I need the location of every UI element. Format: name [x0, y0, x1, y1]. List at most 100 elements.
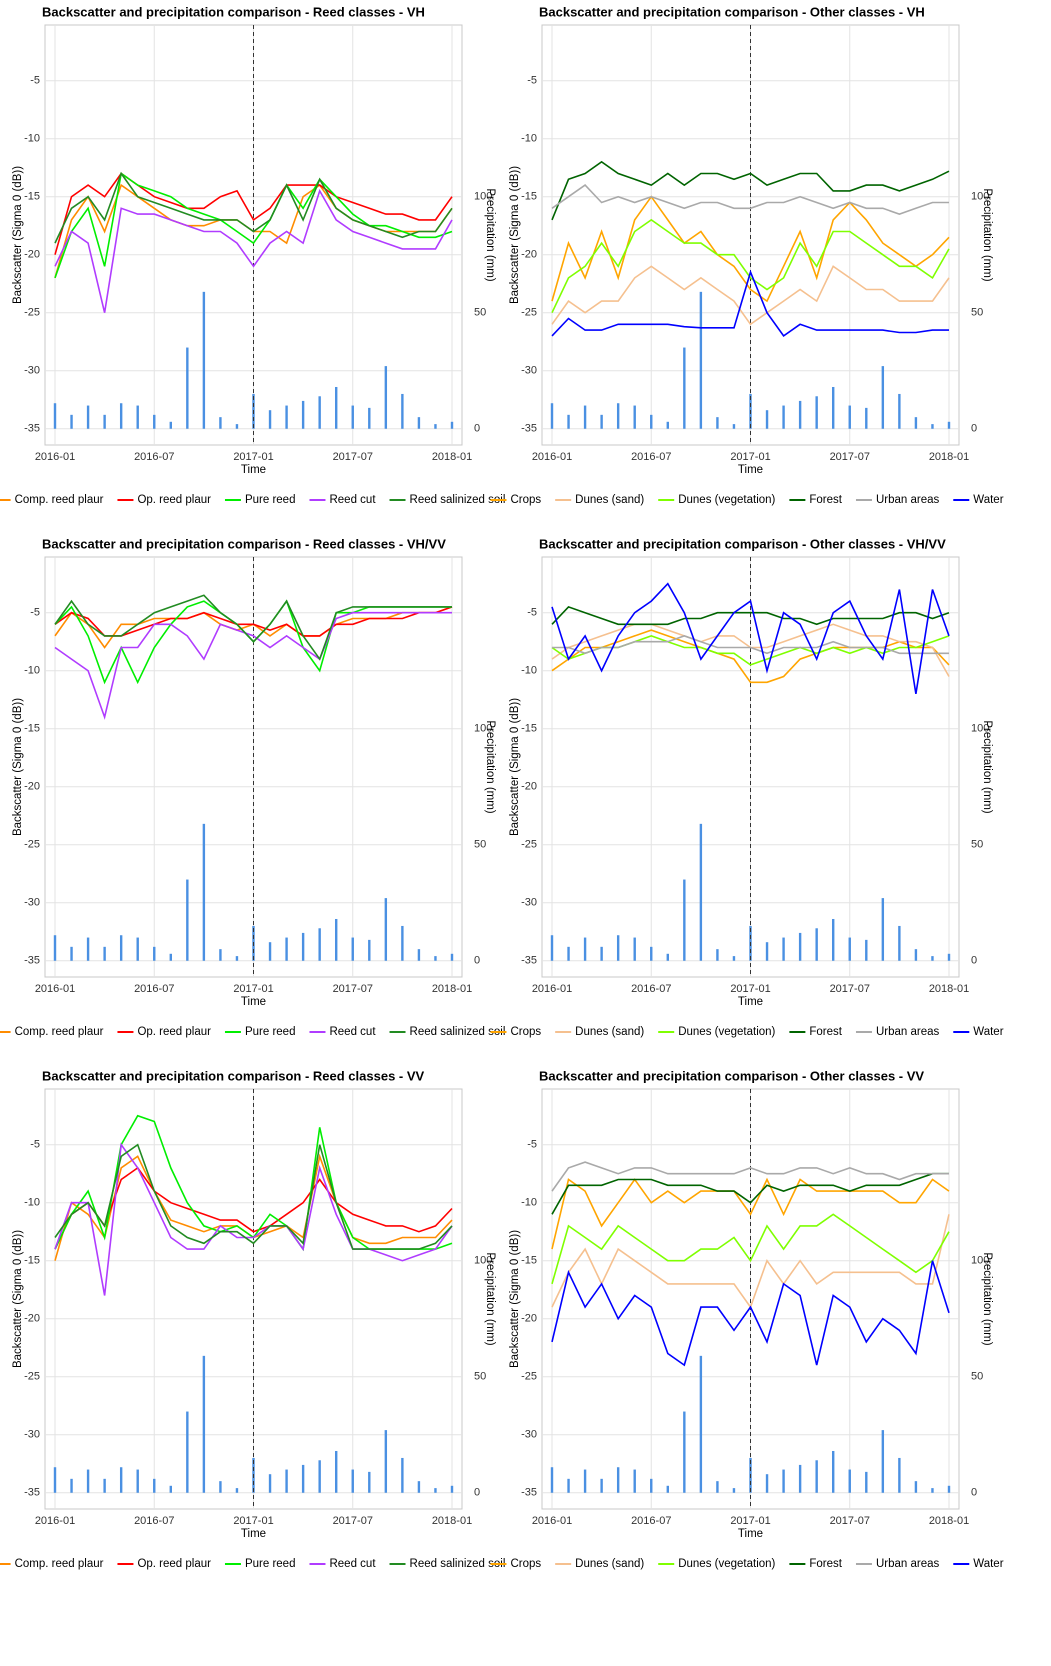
y2-axis-title: Precipitation (mm)	[484, 720, 496, 813]
precipitation-bar	[583, 1469, 587, 1493]
chart-title: Backscatter and precipitation comparison…	[539, 536, 946, 551]
precipitation-bar	[136, 937, 139, 961]
precipitation-bar	[782, 1469, 785, 1493]
precipitation-bar	[898, 1457, 901, 1493]
y-tick-label: -15	[24, 1255, 40, 1267]
legend-label: Urban areas	[876, 494, 940, 506]
y-axis-title: Backscatter (Sigma 0 (dB))	[509, 698, 521, 836]
x-tick-label: 2017-01	[233, 983, 273, 995]
legend-label: Pure reed	[245, 1558, 296, 1570]
precipitation-bar	[732, 956, 736, 961]
precipitation-bar	[798, 400, 802, 429]
legend-label: Water	[973, 1026, 1003, 1038]
precipitation-bar	[450, 1485, 454, 1493]
precipitation-bar	[268, 410, 272, 429]
x-tick-label: 2017-07	[830, 1515, 870, 1527]
x-tick-label: 2016-07	[631, 451, 671, 463]
precipitation-bar	[567, 414, 570, 429]
precipitation-bar	[815, 396, 818, 429]
data-line	[551, 582, 950, 695]
x-tick-label: 2016-01	[532, 1515, 572, 1527]
precipitation-bar	[666, 421, 669, 429]
precipitation-bar	[417, 417, 421, 429]
y-tick-label: -5	[527, 75, 537, 87]
data-line	[551, 605, 950, 626]
precipitation-bar	[832, 386, 835, 429]
legend: Comp. reed plaur Op. reed plaur Pure reed R…	[0, 494, 505, 506]
precipitation-bar	[567, 1478, 570, 1493]
legend-label: Op. reed plaur	[137, 494, 211, 506]
precipitation-bar	[301, 400, 305, 429]
precipitation-bar	[583, 405, 587, 429]
precipitation-bar	[765, 1474, 769, 1493]
precipitation-bar	[268, 942, 272, 961]
precipitation-bar	[384, 1430, 388, 1493]
legend-label: Crops	[510, 1026, 541, 1038]
precipitation-bar	[351, 405, 354, 429]
data-line	[551, 195, 950, 303]
precipitation-bar	[368, 407, 371, 429]
panel: Backscatter and precipitation comparison…	[0, 4, 505, 506]
y-tick-label: -25	[24, 307, 40, 319]
y2-tick-label: 50	[971, 839, 983, 851]
precipitation-bar	[53, 1467, 57, 1493]
x-tick-label: 2016-07	[134, 451, 174, 463]
y2-axis-title: Precipitation (mm)	[484, 188, 496, 281]
legend-label: Reed cut	[329, 494, 376, 506]
precipitation-bar	[567, 946, 570, 961]
y2-tick-label: 0	[971, 955, 977, 967]
data-line	[54, 1143, 453, 1250]
y-tick-label: -15	[24, 191, 40, 203]
data-line	[551, 218, 950, 314]
panel: Backscatter and precipitation comparison…	[0, 536, 505, 1038]
precipitation-bar	[650, 414, 653, 429]
x-axis-title: Time	[738, 1528, 763, 1540]
precipitation-bar	[335, 386, 338, 429]
precipitation-bar	[153, 1478, 156, 1493]
precipitation-bar	[947, 421, 951, 429]
chart-title: Backscatter and precipitation comparison…	[539, 4, 925, 19]
legend-label: Dunes (vegetation)	[678, 1026, 775, 1038]
data-line	[551, 1213, 950, 1285]
legend-label: Dunes (vegetation)	[678, 1558, 775, 1570]
precipitation-bar	[119, 1467, 123, 1493]
legend-label: Reed salinized soil	[410, 1558, 506, 1570]
precipitation-bar	[202, 823, 206, 961]
precipitation-bar	[616, 1467, 620, 1493]
precipitation-bar	[318, 928, 321, 961]
x-tick-label: 2016-01	[35, 983, 75, 995]
y2-tick-label: 0	[971, 1487, 977, 1499]
panel: Backscatter and precipitation comparison…	[490, 536, 1004, 1038]
precipitation-bar	[832, 918, 835, 961]
x-axis-title: Time	[738, 464, 763, 476]
precipitation-bar	[434, 1488, 437, 1493]
precipitation-bar	[633, 1469, 636, 1493]
precipitation-bar	[450, 421, 454, 429]
precipitation-bar	[848, 1469, 851, 1493]
y2-tick-label: 0	[971, 423, 977, 435]
chart-title: Backscatter and precipitation comparison…	[42, 1068, 425, 1083]
y-axis-title: Backscatter (Sigma 0 (dB))	[12, 1230, 24, 1368]
legend: Crops Dunes (sand) Dunes (vegetation) Fores…	[490, 1026, 1004, 1038]
y-tick-label: -25	[521, 307, 537, 319]
precipitation-bar	[947, 1485, 951, 1493]
y-tick-label: -10	[24, 133, 40, 145]
data-line	[551, 1172, 949, 1215]
precipitation-bar	[683, 879, 686, 961]
precipitation-bar	[136, 405, 139, 429]
x-tick-label: 2017-01	[233, 1515, 273, 1527]
y-tick-label: -10	[521, 1197, 537, 1209]
legend-label: Urban areas	[876, 1026, 940, 1038]
precipitation-bar	[86, 1469, 90, 1493]
precipitation-bar	[70, 1478, 73, 1493]
precipitation-bar	[219, 949, 222, 961]
legend-label: Crops	[510, 494, 541, 506]
precipitation-bar	[351, 937, 354, 961]
y-tick-label: -15	[521, 1255, 537, 1267]
precipitation-bar	[368, 1471, 371, 1493]
x-tick-label: 2017-07	[333, 451, 373, 463]
precipitation-bar	[550, 403, 554, 429]
precipitation-bar	[898, 925, 901, 961]
precipitation-bar	[384, 898, 388, 961]
data-line	[551, 1177, 950, 1250]
